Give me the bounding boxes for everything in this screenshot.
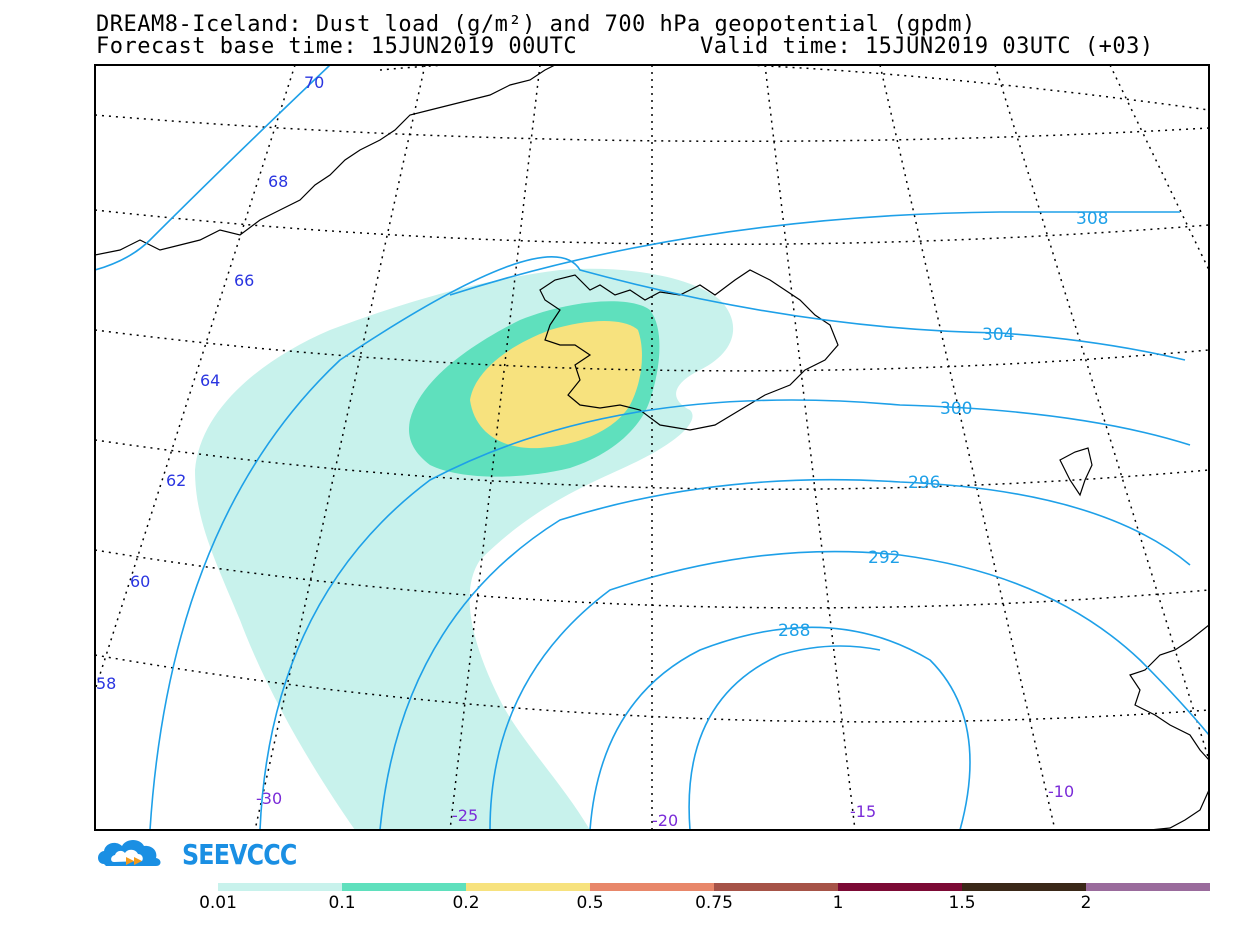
contour-296 xyxy=(379,478,1191,830)
contour-304 xyxy=(149,256,1186,830)
label-296: 296 xyxy=(908,473,940,493)
faroe-coastline xyxy=(1059,447,1093,497)
colorbar-swatch xyxy=(342,883,466,891)
colorbar-swatch xyxy=(218,883,342,891)
contour-292 xyxy=(489,550,1209,830)
colorbar-swatch xyxy=(838,883,962,891)
lon-25: -25 xyxy=(452,806,478,825)
colorbar-label: 1 xyxy=(832,893,844,913)
contour-300 xyxy=(259,399,1191,830)
label-300: 300 xyxy=(940,399,972,419)
colorbar-label: 0.01 xyxy=(199,893,237,913)
label-288: 288 xyxy=(778,621,810,641)
dust-area-02 xyxy=(470,321,642,449)
colorbar-swatch xyxy=(1086,883,1210,891)
lat-66: 66 xyxy=(234,271,254,290)
greenland-coastline xyxy=(95,65,556,256)
colorbar-label: 0.75 xyxy=(695,893,733,913)
lat-70: 70 xyxy=(304,73,324,92)
lon-20: -20 xyxy=(652,811,678,830)
colorbar-label: 1.5 xyxy=(948,893,976,913)
colorbar-label: 0.2 xyxy=(452,893,480,913)
colorbar xyxy=(218,883,1210,891)
contour-288 xyxy=(589,626,971,830)
colorbar-label: 2 xyxy=(1080,893,1092,913)
lon-15: -15 xyxy=(850,802,876,821)
colorbar-swatch xyxy=(714,883,838,891)
colorbar-label: 0.5 xyxy=(576,893,604,913)
forecast-base-time: Forecast base time: 15JUN2019 00UTC xyxy=(96,34,578,59)
valid-time: Valid time: 15JUN2019 03UTC (+03) xyxy=(700,34,1154,59)
colorbar-label: 0.1 xyxy=(328,893,356,913)
cloud-logo-icon xyxy=(98,840,161,866)
lon-30: -30 xyxy=(256,789,282,808)
label-308: 308 xyxy=(1076,209,1108,229)
contour-308 xyxy=(95,65,331,271)
map-frame xyxy=(94,64,1210,831)
lat-62: 62 xyxy=(166,471,186,490)
lat-68: 68 xyxy=(268,172,288,191)
norway-coastline xyxy=(1129,624,1209,761)
lon-10: -10 xyxy=(1048,782,1074,801)
colorbar-swatch xyxy=(590,883,714,891)
logo-text: SEEVCCC xyxy=(182,838,297,871)
contour-288-inner xyxy=(688,645,881,830)
lat-64: 64 xyxy=(200,371,220,390)
map-title: DREAM8-Iceland: Dust load (g/m²) and 700… xyxy=(96,12,976,37)
label-292: 292 xyxy=(868,548,900,568)
contour-308b xyxy=(449,211,1180,296)
iceland-coastline xyxy=(539,269,839,431)
lat-60: 60 xyxy=(130,572,150,591)
colorbar-swatch xyxy=(466,883,590,891)
label-304: 304 xyxy=(982,325,1014,345)
lat-58: 58 xyxy=(96,674,116,693)
colorbar-swatch xyxy=(962,883,1086,891)
